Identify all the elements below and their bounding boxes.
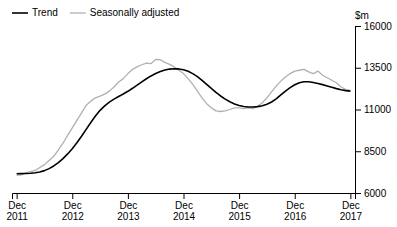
x-tick-mark [184, 193, 185, 199]
x-tick-label-line: Dec [286, 200, 304, 211]
y-tick: 8500 [355, 146, 387, 157]
y-tick: 13500 [355, 62, 392, 73]
series-line [17, 69, 351, 174]
x-tick-mark [128, 193, 129, 199]
legend-label: Trend [32, 7, 58, 18]
legend: Trend Seasonally adjusted [12, 7, 179, 18]
x-tick-label: Dec2013 [117, 200, 140, 222]
x-axis-line [13, 194, 356, 200]
x-tick: Dec2017 [340, 193, 363, 222]
x-tick: Dec2014 [173, 193, 196, 222]
plot-area [17, 59, 351, 175]
x-tick-label-line: Dec [8, 200, 26, 211]
x-tick-label: Dec2017 [340, 200, 363, 222]
x-tick-label-line: 2014 [173, 211, 196, 222]
x-tick-mark [17, 193, 18, 199]
y-tick: 11000 [355, 104, 392, 115]
x-tick-label-line: 2016 [284, 211, 307, 222]
y-tick-label: 13500 [364, 62, 392, 73]
y-axis-line [356, 27, 362, 194]
y-axis-label: $m [355, 10, 369, 21]
y-tick-label: 16000 [364, 21, 392, 32]
legend-swatch [12, 12, 28, 14]
series-line [17, 59, 351, 175]
y-tick: 16000 [355, 21, 392, 32]
legend-swatch [70, 12, 86, 13]
x-tick-mark [295, 193, 296, 199]
legend-label: Seasonally adjusted [90, 7, 180, 18]
x-tick-label-line: Dec [119, 200, 137, 211]
x-tick-label-line: Dec [175, 200, 193, 211]
y-tick: 6000 [355, 188, 387, 199]
x-axis: Dec2011Dec2012Dec2013Dec2014Dec2015Dec20… [6, 193, 362, 222]
y-tick-mark [355, 151, 361, 152]
y-tick-mark [355, 110, 361, 111]
x-tick-label: Dec2016 [284, 200, 307, 222]
x-tick-mark [350, 193, 351, 199]
x-tick: Dec2012 [62, 193, 85, 222]
x-tick: Dec2011 [6, 193, 28, 222]
x-tick-label-line: 2015 [228, 211, 251, 222]
y-tick-mark [355, 193, 361, 194]
y-tick-label: 11000 [364, 104, 392, 115]
x-tick-label-line: Dec [342, 200, 360, 211]
x-tick: Dec2013 [117, 193, 140, 222]
legend-item: Trend [12, 7, 58, 18]
y-tick-mark [355, 26, 361, 27]
x-tick-label-line: 2017 [340, 211, 363, 222]
x-tick-label: Dec2015 [228, 200, 251, 222]
legend-item: Seasonally adjusted [70, 7, 180, 18]
y-tick-label: 8500 [364, 146, 387, 157]
x-tick-label: Dec2014 [173, 200, 196, 222]
x-tick-label-line: Dec [64, 200, 82, 211]
x-tick-mark [72, 193, 73, 199]
x-tick: Dec2015 [228, 193, 251, 222]
x-tick-label-line: 2012 [62, 211, 85, 222]
x-tick-label-line: 2013 [117, 211, 140, 222]
x-tick-label-line: Dec [231, 200, 249, 211]
y-tick-mark [355, 68, 361, 69]
x-tick-label-line: 2011 [6, 211, 28, 222]
x-tick: Dec2016 [284, 193, 307, 222]
x-tick-mark [239, 193, 240, 199]
chart: Dec2011Dec2012Dec2013Dec2014Dec2015Dec20… [0, 0, 397, 227]
x-tick-label: Dec2011 [6, 200, 28, 222]
y-tick-label: 6000 [364, 188, 387, 199]
y-axis: 6000 8500 11000 13500 16000 [355, 21, 392, 199]
x-tick-label: Dec2012 [62, 200, 85, 222]
